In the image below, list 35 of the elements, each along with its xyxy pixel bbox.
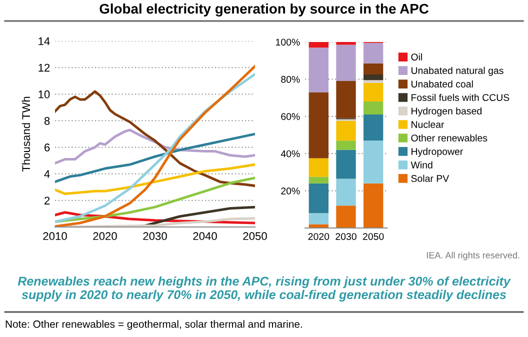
- y-tick-label: 2: [44, 196, 50, 204]
- y-tick-label: 80%: [281, 76, 300, 83]
- x-tick-label: 2040: [193, 232, 217, 240]
- text: IEA. All rights reserved.: [427, 252, 520, 260]
- chart-title: Global electricity generation by source in the APC: [100, 3, 429, 17]
- y-tick-label: 100%: [276, 38, 300, 46]
- y-tick-label: 4: [44, 170, 50, 178]
- y-tick-label: 8: [44, 116, 50, 125]
- legend-label: Hydropower: [412, 148, 464, 157]
- y-tick-label: 12: [38, 64, 50, 72]
- legend-label: Unabated natural gas: [412, 66, 504, 76]
- legend-label: Unabated coal: [412, 80, 473, 88]
- legend-label: Fossil fuels with CCUS: [412, 94, 510, 101]
- x-tick-label: 2050: [243, 232, 267, 240]
- legend-label: Hydrogen based: [412, 107, 482, 116]
- y-tick-label: 40%: [280, 150, 300, 158]
- legend-label: Oil: [411, 53, 422, 61]
- x-tick-label: 2020: [93, 232, 117, 240]
- x-tick-label: 2030: [336, 233, 356, 240]
- y-tick-label: 20%: [281, 188, 300, 194]
- x-tick-label: 2030: [143, 232, 167, 240]
- y-tick-label: 14: [38, 37, 50, 46]
- legend-label: Wind: [410, 161, 432, 168]
- x-tick-label: 2010: [43, 232, 67, 240]
- legend-label: Other renewables: [411, 134, 488, 142]
- y-axis-title: Thousand TWh: [22, 96, 30, 172]
- text: Renewables reach new heights in the APC, rising from just under 30% of electricity supply in 2020 to nearly 70% in 2050, while coal-fired generation steadily declines: [18, 276, 511, 302]
- y-tick-label: 60%: [281, 113, 300, 120]
- text: Note: Other renewables = geothermal, solar thermal and marine.: [6, 320, 302, 330]
- legend-label: Nuclear: [412, 120, 444, 128]
- x-tick-label: 2050: [363, 233, 384, 240]
- x-tick-label: 2020: [308, 233, 330, 240]
- y-tick-label: 10: [38, 90, 50, 98]
- y-tick-label: 6: [44, 144, 50, 152]
- legend-label: Solar PV: [411, 174, 450, 182]
